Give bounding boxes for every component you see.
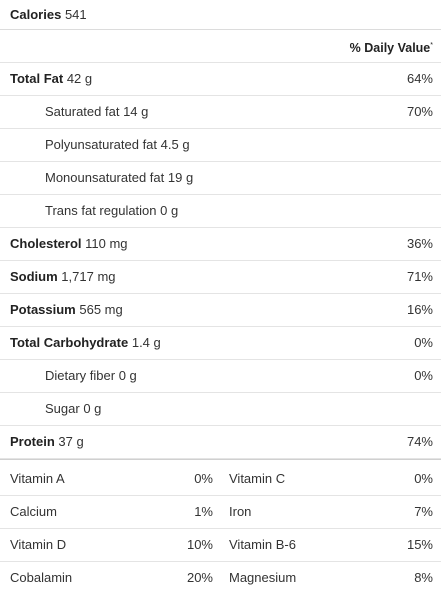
nutrient-label: Sodium — [10, 269, 58, 284]
nutrient-cell: Polyunsaturated fat 4.5 g — [45, 129, 190, 161]
nutrient-row-potassium: Potassium 565 mg 16% — [0, 294, 441, 327]
nutrient-label: Monounsaturated fat — [45, 170, 165, 185]
nutrient-label: Protein — [10, 434, 55, 449]
daily-value-header-row: % Daily Value* — [0, 30, 441, 63]
vitamin-section-divider — [0, 459, 441, 463]
vitamin-percent: 1% — [194, 504, 213, 519]
vitamin-name: Vitamin C — [229, 471, 286, 486]
vitamin-percent: 8% — [414, 570, 433, 585]
vitamin-name: Iron — [229, 504, 252, 519]
nutrient-row-protein: Protein 37 g 74% — [0, 426, 441, 459]
nutrient-cell: Total Fat 42 g — [10, 63, 92, 95]
vitamin-percent: 10% — [186, 537, 213, 552]
nutrient-dv: 74% — [406, 434, 433, 449]
nutrient-row-sugar: Sugar 0 g — [0, 393, 441, 426]
nutrient-label: Trans fat regulation — [45, 203, 157, 218]
nutrient-row-polyunsaturated-fat: Polyunsaturated fat 4.5 g — [0, 129, 441, 162]
vitamin-row: Calcium 1% Iron 7% — [0, 496, 441, 529]
vitamin-name: Magnesium — [229, 570, 297, 585]
nutrient-dv: 70% — [406, 104, 433, 119]
nutrient-amount: 19 g — [167, 170, 194, 185]
nutrient-amount: 0 g — [118, 368, 137, 383]
nutrient-row-total-carbohydrate: Total Carbohydrate 1.4 g 0% — [0, 327, 441, 360]
vitamin-percent: 0% — [414, 471, 433, 486]
vitamin-row: Vitamin A 0% Vitamin C 0% — [0, 463, 441, 496]
nutrient-label: Polyunsaturated fat — [45, 137, 158, 152]
nutrient-amount: 110 mg — [85, 236, 128, 251]
nutrient-cell: Trans fat regulation 0 g — [45, 195, 178, 227]
nutrient-label: Dietary fiber — [45, 368, 116, 383]
nutrient-row-cholesterol: Cholesterol 110 mg 36% — [0, 228, 441, 261]
nutrient-amount: 42 g — [66, 71, 93, 86]
nutrient-dv: 0% — [414, 335, 433, 350]
vitamin-percent: 0% — [194, 471, 213, 486]
calories-row: Calories 541 — [0, 0, 441, 30]
nutrient-cell: Protein 37 g — [10, 426, 84, 458]
nutrient-cell: Total Carbohydrate 1.4 g — [10, 327, 161, 359]
vitamin-name: Calcium — [10, 504, 57, 519]
nutrient-row-saturated-fat: Saturated fat 14 g 70% — [0, 96, 441, 129]
vitamin-percent: 15% — [406, 537, 433, 552]
nutrient-row-dietary-fiber: Dietary fiber 0 g 0% — [0, 360, 441, 393]
nutrient-cell: Sodium 1,717 mg — [10, 261, 116, 293]
vitamin-name: Vitamin D — [10, 537, 67, 552]
nutrient-row-trans-fat: Trans fat regulation 0 g — [0, 195, 441, 228]
nutrient-cell: Cholesterol 110 mg — [10, 228, 128, 260]
daily-value-header-label: % Daily Value — [349, 41, 431, 56]
nutrient-label: Total Carbohydrate — [10, 335, 129, 350]
nutrient-amount: 14 g — [123, 104, 149, 119]
vitamin-name: Vitamin B-6 — [229, 537, 296, 552]
nutrient-amount: 0 g — [83, 401, 102, 416]
calories-value: 541 — [64, 7, 87, 22]
nutrient-dv: 0% — [414, 368, 433, 383]
nutrient-amount: 1.4 g — [131, 335, 161, 350]
vitamin-row: Vitamin D 10% Vitamin B-6 15% — [0, 529, 441, 562]
nutrient-dv: 16% — [406, 302, 433, 317]
vitamin-percent: 7% — [414, 504, 433, 519]
nutrient-label: Total Fat — [10, 71, 64, 86]
nutrient-amount: 4.5 g — [160, 137, 190, 152]
daily-value-header: % Daily Value* — [350, 30, 433, 64]
vitamin-percent: 20% — [186, 570, 213, 585]
nutrient-label: Saturated fat — [45, 104, 120, 119]
calories-cell: Calories 541 — [10, 0, 87, 29]
nutrient-dv: 71% — [406, 269, 433, 284]
nutrient-amount: 0 g — [160, 203, 179, 218]
nutrient-amount: 37 g — [58, 434, 84, 449]
calories-label: Calories — [10, 7, 62, 22]
nutrient-cell: Sugar 0 g — [45, 393, 101, 425]
nutrient-cell: Monounsaturated fat 19 g — [45, 162, 193, 194]
nutrient-row-total-fat: Total Fat 42 g 64% — [0, 63, 441, 96]
vitamin-row: Cobalamin 20% Magnesium 8% — [0, 562, 441, 595]
vitamin-name: Cobalamin — [10, 570, 73, 585]
nutrient-row-sodium: Sodium 1,717 mg 71% — [0, 261, 441, 294]
nutrient-amount: 1,717 mg — [61, 269, 116, 284]
nutrient-amount: 565 mg — [79, 302, 123, 317]
nutrient-dv: 64% — [406, 71, 433, 86]
vitamin-name: Vitamin A — [10, 471, 65, 486]
nutrient-dv: 36% — [406, 236, 433, 251]
nutrient-cell: Saturated fat 14 g — [45, 96, 148, 128]
daily-value-footnote-marker: * — [430, 42, 433, 49]
nutrient-cell: Dietary fiber 0 g — [45, 360, 137, 392]
nutrient-label: Sugar — [45, 401, 80, 416]
nutrient-label: Potassium — [10, 302, 76, 317]
nutrient-row-monounsaturated-fat: Monounsaturated fat 19 g — [0, 162, 441, 195]
nutrient-cell: Potassium 565 mg — [10, 294, 123, 326]
nutrient-label: Cholesterol — [10, 236, 82, 251]
